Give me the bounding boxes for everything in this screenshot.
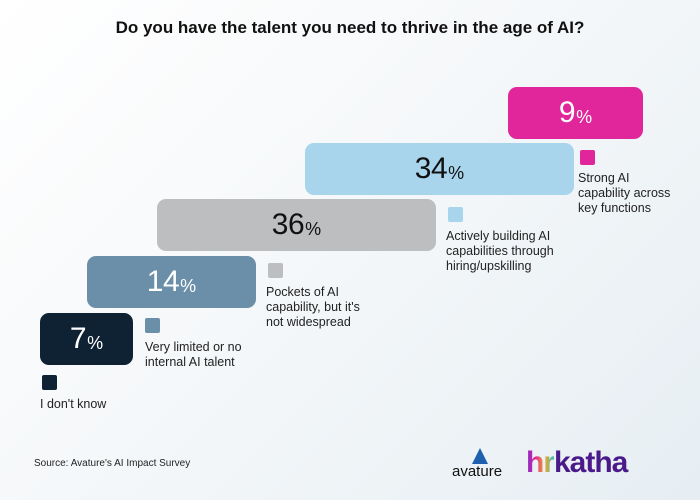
avature-logo-text: avature [452,463,503,480]
data-label: 14 [146,265,180,298]
data-label-unit: % [87,332,104,353]
bar-2: 14% [87,256,256,308]
data-label: 36 [271,208,305,241]
data-label: 9 [558,96,576,129]
legend-swatch [268,263,283,278]
legend-swatch [145,318,160,333]
legend-label: Actively building AI capabilities throug… [446,229,554,273]
bar-4: 34% [305,143,574,195]
legend-swatch [580,150,595,165]
data-label-unit: % [576,106,593,127]
source-note: Source: Avature's AI Impact Survey [34,458,191,469]
bar-3: 36% [157,199,436,251]
avature-logo-icon [472,448,488,464]
legend-swatch [42,375,57,390]
legend-label: Strong AI capability across key function… [578,171,671,215]
data-label: 7 [69,322,87,355]
hrkatha-logo: hrkatha [526,446,628,480]
legend-label: I don't know [40,397,107,411]
hrkatha-logo-katha: katha [554,446,628,479]
data-label-unit: % [180,275,197,296]
data-label-unit: % [448,162,465,183]
legend-label: Very limited or no internal AI talent [145,340,242,369]
data-label-unit: % [305,218,322,239]
legend-swatch [448,207,463,222]
bar-1: 7% [40,313,133,365]
hrkatha-logo-hr: hr [526,446,555,479]
legend-label: Pockets of AI capability, but it's not w… [266,285,360,329]
chart-title: Do you have the talent you need to thriv… [115,18,585,37]
data-label: 34 [414,152,448,185]
avature-logo: avature [452,448,522,482]
bar-5: 9% [508,87,643,139]
